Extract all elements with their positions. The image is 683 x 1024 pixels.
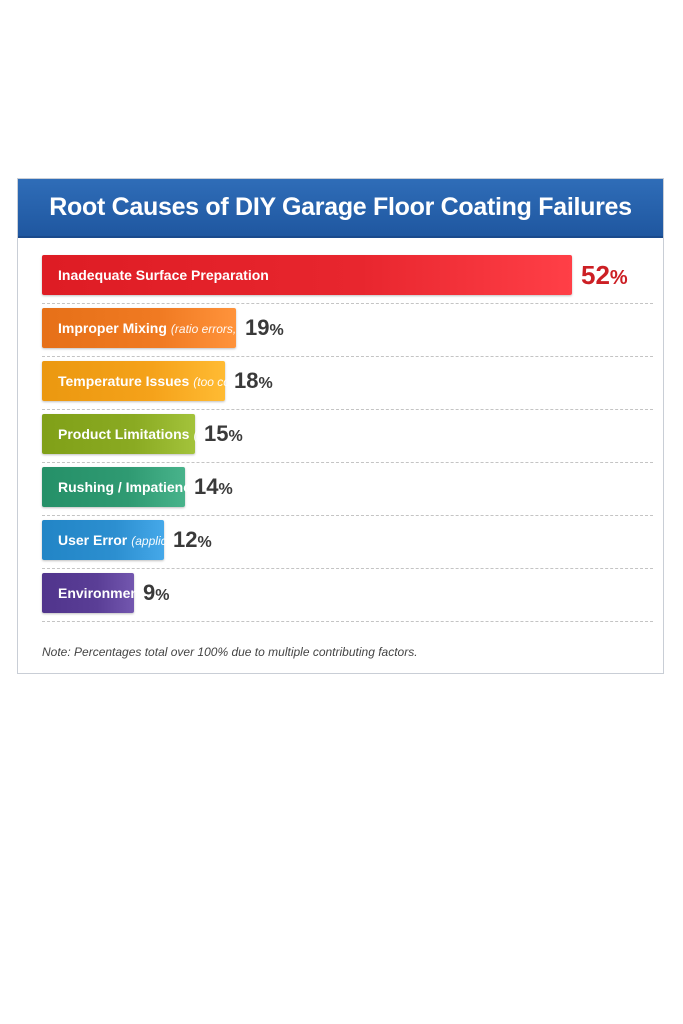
bar-row: Inadequate Surface Preparation 52% — [42, 255, 653, 308]
bar-row: Rushing / Impatience (insufficient dry ti… — [42, 467, 653, 520]
data-label: 12% — [173, 527, 212, 552]
bar-text: Inadequate Surface Preparation — [58, 255, 269, 295]
bar-label: User Error — [58, 532, 128, 548]
bar: User Error (application technique) — [42, 520, 252, 560]
bar-row: Environmental Factors (oil contamination,… — [42, 573, 653, 626]
bar-row: Improper Mixing (ratio errors, incomplete… — [42, 308, 653, 361]
bar-detail: (too cold, too hot, high humidity) — [193, 375, 365, 389]
bar-rows: Inadequate Surface Preparation 52% Imprope… — [18, 179, 663, 673]
bar-label: Environmental Factors — [58, 585, 210, 601]
bar-label: Improper Mixing — [58, 320, 167, 336]
row-separator — [42, 462, 653, 463]
chart-header — [18, 179, 663, 238]
bar-text: Rushing / Impatience (insufficient dry ti… — [58, 467, 394, 507]
row-separator — [42, 621, 653, 622]
bar-label: Rushing / Impatience — [58, 479, 199, 495]
data-label: 9% — [143, 580, 170, 605]
bar-detail: (ratio errors, incomplete mixing) — [170, 322, 340, 336]
data-label: 52% — [581, 260, 628, 290]
row-separator — [42, 356, 653, 357]
bar-label: Product Limitations — [58, 426, 190, 442]
chart-card: Root Causes of DIY Garage Floor Coating … — [17, 178, 664, 674]
bar: Environmental Factors (oil contamination,… — [42, 573, 364, 613]
row-separator — [42, 568, 653, 569]
chart-note: Note: Percentages total over 100% due to… — [42, 645, 418, 659]
bar: Improper Mixing (ratio errors, incomplete… — [42, 308, 340, 348]
data-label: 15% — [204, 421, 243, 446]
bar-label: Temperature Issues — [58, 373, 190, 389]
data-label: 18% — [234, 368, 273, 393]
bar-row: Temperature Issues (too cold, too hot, hi… — [42, 361, 653, 414]
row-separator — [42, 515, 653, 516]
bar-text: Improper Mixing (ratio errors, incomplete… — [58, 308, 340, 348]
data-label: 14% — [194, 474, 233, 499]
row-separator — [42, 303, 653, 304]
bar-text: User Error (application technique) — [58, 520, 252, 560]
bar-detail: (thin coating, inferior chemistry) — [193, 428, 361, 442]
bar: Product Limitations (thin coating, inferi… — [42, 414, 361, 454]
bar: Temperature Issues (too cold, too hot, hi… — [42, 361, 364, 401]
bar-text: Product Limitations (thin coating, inferi… — [58, 414, 361, 454]
row-separator — [42, 409, 653, 410]
bar-row: Product Limitations (thin coating, inferi… — [42, 414, 653, 467]
bar-row: User Error (application technique) 12% — [42, 520, 653, 573]
bar-detail: (insufficient dry time between coats) — [202, 481, 395, 495]
bar-detail: (application technique) — [131, 534, 253, 548]
bar-text: Temperature Issues (too cold, too hot, hi… — [58, 361, 364, 401]
data-label: 19% — [245, 315, 284, 340]
bar-text: Environmental Factors (oil contamination,… — [58, 573, 364, 613]
bar-detail: (oil contamination, moisture) — [213, 587, 365, 601]
bar: Rushing / Impatience (insufficient dry ti… — [42, 467, 394, 507]
bar-label: Inadequate Surface Preparation — [58, 267, 269, 283]
chart-title: Root Causes of DIY Garage Floor Coating … — [49, 193, 632, 221]
bar: Inadequate Surface Preparation — [42, 255, 572, 295]
